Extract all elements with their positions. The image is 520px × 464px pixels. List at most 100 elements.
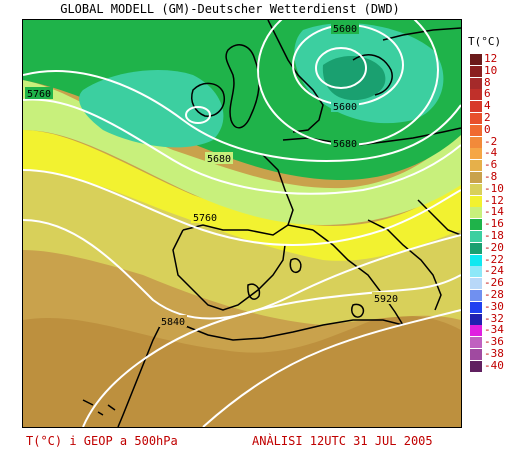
legend-item: -18	[468, 229, 518, 242]
legend-value: -22	[484, 252, 504, 266]
legend-item: -40	[468, 358, 518, 372]
legend-value: -6	[484, 158, 498, 172]
contour-label-5760-center: 5760	[193, 213, 217, 224]
legend-value: -14	[484, 205, 504, 219]
contour-label-5920: 5920	[374, 294, 398, 305]
legend-value: 2	[484, 111, 491, 124]
chart-title: GLOBAL MODELL (GM)-Deutscher Wetterdiens…	[60, 2, 400, 16]
legend-item: 6	[468, 87, 518, 101]
legend-value: -10	[484, 181, 504, 195]
legend-value: 12	[484, 52, 498, 65]
legend-value: -2	[484, 134, 498, 148]
contour-label-5680-east: 5680	[333, 139, 357, 150]
legend-swatch	[470, 254, 482, 266]
legend-item: 12	[468, 52, 518, 65]
legend-item: -6	[468, 158, 518, 172]
legend-item: -10	[468, 181, 518, 195]
legend-item: -26	[468, 276, 518, 290]
legend-swatch	[470, 349, 482, 360]
legend-swatch	[470, 360, 482, 372]
legend-item: -32	[468, 311, 518, 325]
legend-item: 0	[468, 122, 518, 136]
weather-map: 5600 5600 5680 5680 5760 5760 5840 5920	[22, 19, 462, 428]
temperature-field-minus14	[23, 80, 461, 225]
legend-value: -12	[484, 193, 504, 207]
legend-swatch	[470, 301, 482, 313]
legend-value: -26	[484, 276, 504, 290]
legend-item: -4	[468, 146, 518, 160]
legend-value: -16	[484, 217, 504, 231]
legend-swatch	[470, 242, 482, 254]
legend-swatch	[470, 113, 482, 124]
legend-item: -34	[468, 323, 518, 337]
legend-swatch	[470, 101, 482, 113]
temperature-field-minus12	[23, 130, 461, 261]
contour-label-5680-center: 5680	[207, 154, 231, 165]
legend-item: -20	[468, 240, 518, 254]
legend-swatch	[470, 89, 482, 101]
legend-value: -8	[484, 170, 498, 183]
legend-swatch	[470, 195, 482, 207]
legend-value: 4	[484, 99, 491, 113]
legend-swatch	[470, 65, 482, 77]
legend-item: -22	[468, 252, 518, 266]
legend-value: -30	[484, 299, 504, 313]
legend-swatch	[470, 266, 482, 278]
legend-swatch	[470, 290, 482, 301]
contour-label-5840: 5840	[161, 317, 185, 328]
legend-item: 2	[468, 111, 518, 124]
legend-item: -30	[468, 299, 518, 313]
legend-item: -8	[468, 170, 518, 183]
legend-item: -16	[468, 217, 518, 231]
legend-swatch	[470, 172, 482, 183]
legend-swatch	[470, 231, 482, 242]
legend-swatch	[470, 136, 482, 148]
contour-label-5600-center: 5600	[333, 102, 357, 113]
temperature-field-minus20	[322, 55, 386, 101]
legend-value: 6	[484, 87, 491, 101]
legend-value: -40	[484, 358, 504, 372]
legend-value: 0	[484, 122, 491, 136]
contour-label-5600-top: 5600	[333, 24, 357, 35]
legend-swatch	[470, 207, 482, 219]
legend-value: -24	[484, 264, 504, 278]
temperature-field-very-warm	[23, 315, 461, 427]
legend-item: 8	[468, 75, 518, 89]
legend-swatch	[470, 148, 482, 160]
legend-item: -28	[468, 288, 518, 301]
legend-value: -18	[484, 229, 504, 242]
legend-value: -34	[484, 323, 504, 337]
legend-swatch	[470, 325, 482, 337]
product-description: T(°C) i GEOP a 500hPa	[26, 434, 178, 448]
legend-value: -4	[484, 146, 498, 160]
legend-swatch	[470, 160, 482, 172]
contour-label-5760-west: 5760	[27, 89, 51, 100]
analysis-timestamp: ANÀLISI 12UTC 31 JUL 2005	[252, 434, 433, 448]
legend-value: 8	[484, 75, 491, 89]
legend-swatch	[470, 77, 482, 89]
legend-swatch	[470, 54, 482, 65]
legend-value: -20	[484, 240, 504, 254]
legend-value: -32	[484, 311, 504, 325]
legend-item: -38	[468, 347, 518, 360]
legend-value: -38	[484, 347, 504, 360]
legend-swatch	[470, 219, 482, 231]
legend-swatch	[470, 337, 482, 349]
legend-swatch	[470, 124, 482, 136]
legend-swatch	[470, 183, 482, 195]
legend-item: -14	[468, 205, 518, 219]
legend-item: -2	[468, 134, 518, 148]
legend-swatch	[470, 313, 482, 325]
legend-item: -24	[468, 264, 518, 278]
legend-value: -28	[484, 288, 504, 301]
legend-value: 10	[484, 63, 498, 77]
legend-swatch	[470, 278, 482, 290]
temperature-field-minus10	[23, 168, 461, 325]
legend-item: -36	[468, 335, 518, 349]
temperature-field-minus18-west	[79, 70, 224, 148]
legend-item: -12	[468, 193, 518, 207]
contour-labels: 5600 5600 5680 5680 5760 5760 5840 5920	[25, 22, 400, 328]
legend-value: -36	[484, 335, 504, 349]
legend-title: T(°C)	[468, 35, 502, 48]
legend-item: 10	[468, 63, 518, 77]
